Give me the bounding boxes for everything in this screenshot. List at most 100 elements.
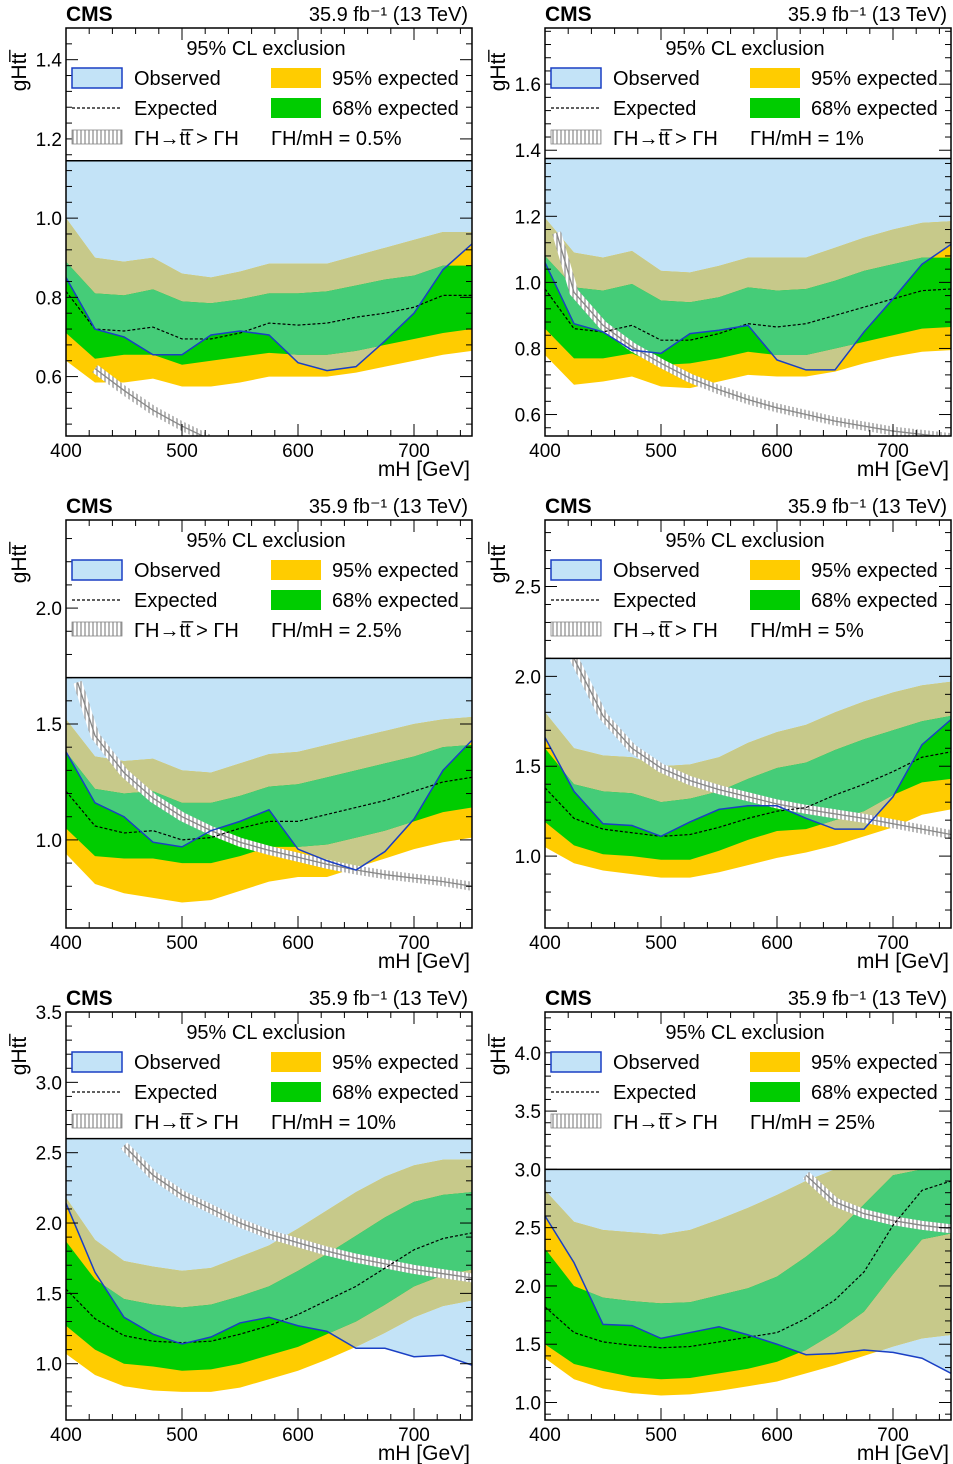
legend-95-label: 95% expected [332, 560, 459, 582]
expected-line [545, 1180, 951, 1349]
y-tick-label: 0.8 [36, 288, 62, 309]
expected-line [545, 288, 951, 341]
legend-observed-label: Observed [134, 1052, 221, 1074]
legend-width-ratio-label: ΓH→tt̅ > ΓH [134, 128, 239, 150]
y-tick-label: 1.0 [36, 1355, 62, 1376]
x-tick-label: 500 [166, 441, 198, 462]
legend-68-label: 68% expected [332, 98, 459, 120]
y-axis-label: gHtt̅ [487, 49, 510, 91]
y-tick-label: 0.6 [36, 368, 62, 389]
observed-line [545, 243, 951, 371]
legend-68-swatch [750, 590, 800, 610]
legend-95-label: 95% expected [811, 560, 938, 582]
x-tick-label: 400 [50, 933, 82, 954]
legend-95-label: 95% expected [332, 68, 459, 90]
legend-header: 95% CL exclusion [665, 1022, 824, 1044]
x-tick-label: 500 [166, 933, 198, 954]
legend-68-swatch [271, 1082, 321, 1102]
legend-68-swatch [750, 98, 800, 118]
legend-observed-swatch [550, 67, 602, 89]
legend-95-swatch [271, 68, 321, 88]
legend-hatch-swatch [71, 621, 123, 637]
legend-68-swatch [271, 98, 321, 118]
y-tick-label: 2.5 [515, 578, 541, 599]
band-68-expected-overlap [545, 255, 951, 365]
y-tick-label: 1.5 [515, 757, 541, 778]
width-limit-curve [573, 658, 951, 836]
legend-expected-label: Expected [613, 1082, 696, 1104]
legend-95-swatch [750, 560, 800, 580]
legend-68-label: 68% expected [811, 590, 938, 612]
legend-width-ratio-label: ΓH→tt̅ > ΓH [134, 620, 239, 642]
x-tick-label: 400 [529, 933, 561, 954]
legend-width-ratio-label: ΓH→tt̅ > ΓH [613, 620, 718, 642]
y-tick-label: 3.5 [36, 1003, 62, 1024]
lumi-label: 35.9 fb⁻¹ (13 TeV) [309, 988, 468, 1010]
x-tick-label: 500 [645, 441, 677, 462]
y-tick-label: 3.5 [515, 1102, 541, 1123]
legend: 95% CL exclusion Observed 95% expected Expe… [550, 1022, 938, 1134]
y-tick-label: 1.0 [36, 209, 62, 230]
width-limit-curve [555, 232, 943, 436]
y-axis-label: gHtt̅ [487, 541, 510, 583]
x-tick-label: 600 [282, 441, 314, 462]
legend: 95% CL exclusion Observed 95% expected Expe… [71, 530, 459, 642]
x-axis-label: mH [GeV] [378, 950, 470, 973]
x-tick-label: 700 [877, 933, 909, 954]
x-tick-label: 700 [398, 441, 430, 462]
y-tick-label: 1.0 [36, 831, 62, 852]
legend-observed-label: Observed [134, 68, 221, 90]
legend-header: 95% CL exclusion [186, 38, 345, 60]
x-tick-label: 700 [398, 1425, 430, 1446]
y-tick-label: 4.0 [515, 1044, 541, 1065]
width-limit-curve [76, 682, 472, 887]
y-tick-label: 1.6 [515, 75, 541, 96]
legend-observed-swatch [71, 559, 123, 581]
legend-hatch-swatch [550, 1113, 602, 1129]
lumi-label: 35.9 fb⁻¹ (13 TeV) [309, 496, 468, 518]
y-axis-label: gHtt̅ [8, 1033, 31, 1075]
y-tick-label: 0.6 [515, 406, 541, 427]
cms-label: CMS [545, 987, 592, 1010]
legend-width-label: ΓH/mH = 1% [750, 128, 864, 150]
panel-6: 400 500 600 700 1.0 1.5 2.0 2.5 3.0 3.5 4.0 CMS 35.9… [487, 987, 952, 1464]
y-axis-label: gHtt̅ [487, 1033, 510, 1075]
cms-label: CMS [545, 495, 592, 518]
observed-line [545, 718, 951, 838]
x-axis-label: mH [GeV] [378, 1442, 470, 1464]
legend-68-label: 68% expected [811, 98, 938, 120]
legend-header: 95% CL exclusion [665, 38, 824, 60]
legend-width-label: ΓH/mH = 10% [271, 1112, 396, 1134]
x-tick-label: 400 [50, 441, 82, 462]
legend-hatch-swatch [550, 621, 602, 637]
expected-line [66, 291, 472, 340]
y-tick-label: 1.0 [515, 847, 541, 868]
legend-95-label: 95% expected [332, 1052, 459, 1074]
x-tick-label: 600 [282, 933, 314, 954]
legend-expected-label: Expected [134, 1082, 217, 1104]
y-tick-label: 1.0 [515, 273, 541, 294]
expected-line [66, 1232, 472, 1344]
cms-label: CMS [545, 3, 592, 26]
legend-width-ratio-label: ΓH→tt̅ > ΓH [613, 1112, 718, 1134]
observed-line [545, 1215, 951, 1375]
x-tick-label: 600 [761, 933, 793, 954]
cms-label: CMS [66, 3, 113, 26]
x-tick-label: 500 [645, 933, 677, 954]
legend-expected-label: Expected [613, 98, 696, 120]
y-tick-label: 1.2 [36, 130, 62, 151]
lumi-label: 35.9 fb⁻¹ (13 TeV) [309, 4, 468, 26]
legend-95-label: 95% expected [811, 1052, 938, 1074]
x-tick-label: 500 [166, 1425, 198, 1446]
panel-3: 400 500 600 700 1.0 1.5 2.0 CMS 35.9 fb⁻¹ (13 Te… [8, 495, 473, 973]
x-axis-label: mH [GeV] [857, 458, 949, 481]
plot-frame [544, 519, 952, 929]
x-tick-label: 700 [398, 933, 430, 954]
cms-label: CMS [66, 987, 113, 1010]
band-68-expected-overlap [66, 744, 472, 864]
plot-frame [65, 1011, 473, 1421]
width-limit-hatch [92, 365, 214, 436]
legend: 95% CL exclusion Observed 95% expected Expe… [550, 38, 938, 150]
observed-line [66, 739, 472, 871]
legend: 95% CL exclusion Observed 95% expected Expe… [71, 1022, 459, 1134]
